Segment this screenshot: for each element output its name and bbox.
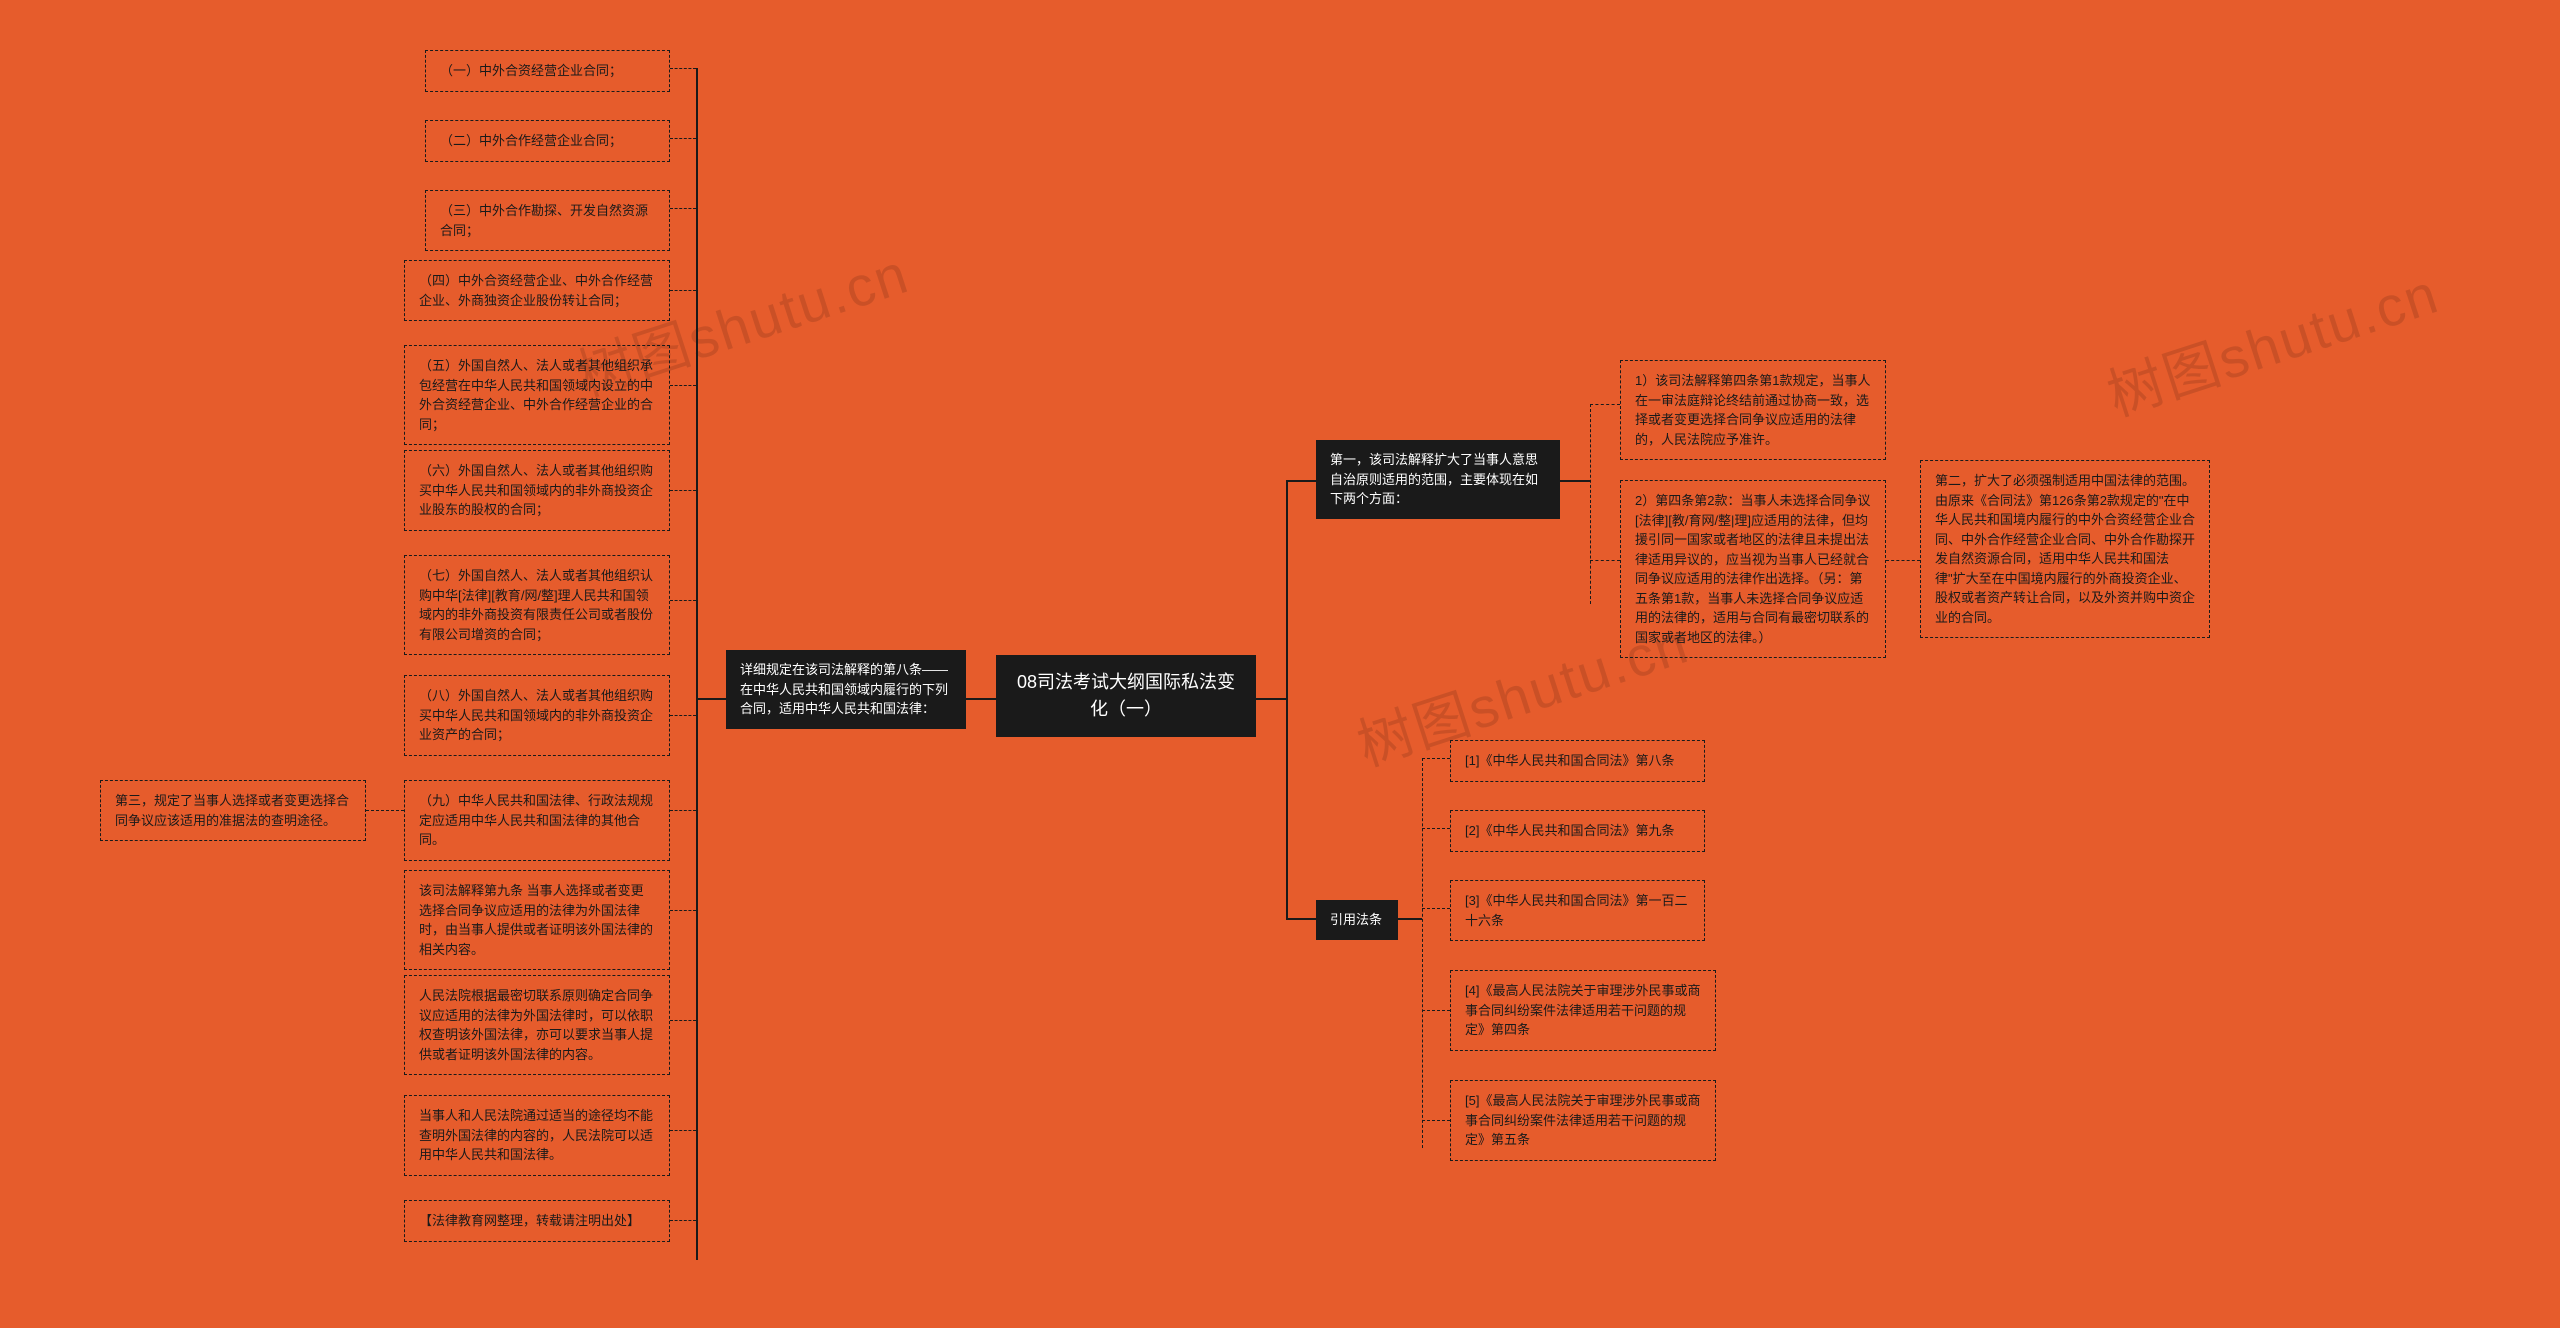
connector xyxy=(1286,480,1288,920)
connector xyxy=(1590,404,1591,604)
left-item: （七）外国自然人、法人或者其他组织认购中华[法律][教育/网/整]理人民共和国领… xyxy=(404,555,670,655)
connector xyxy=(670,385,696,386)
connector xyxy=(670,68,696,69)
left-item-sub: 第三，规定了当事人选择或者变更选择合同争议应该适用的准据法的查明途径。 xyxy=(100,780,366,841)
connector xyxy=(670,208,696,209)
connector xyxy=(670,290,696,291)
left-item: （八）外国自然人、法人或者其他组织购买中华人民共和国领域内的非外商投资企业资产的… xyxy=(404,675,670,756)
connector xyxy=(670,910,696,911)
connector xyxy=(1422,758,1423,1148)
r2-item: [5]《最高人民法院关于审理涉外民事或商事合同纠纷案件法律适用若干问题的规定》第… xyxy=(1450,1080,1716,1161)
r2-item: [4]《最高人民法院关于审理涉外民事或商事合同纠纷案件法律适用若干问题的规定》第… xyxy=(1450,970,1716,1051)
connector xyxy=(1560,480,1590,482)
left-item: 【法律教育网整理，转载请注明出处】 xyxy=(404,1200,670,1242)
watermark: 树图shutu.cn xyxy=(2096,249,2448,432)
connector xyxy=(670,1130,696,1131)
right-branch1-node: 第一，该司法解释扩大了当事人意思自治原则适用的范围，主要体现在如下两个方面： xyxy=(1316,440,1560,519)
left-item: （三）中外合作勘探、开发自然资源合同； xyxy=(425,190,670,251)
r2-item: [1]《中华人民共和国合同法》第八条 xyxy=(1450,740,1705,782)
left-item: （五）外国自然人、法人或者其他组织承包经营在中华人民共和国领域内设立的中外合资经… xyxy=(404,345,670,445)
r2-item: [2]《中华人民共和国合同法》第九条 xyxy=(1450,810,1705,852)
left-item: （四）中外合资经营企业、中外合作经营企业、外商独资企业股份转让合同； xyxy=(404,260,670,321)
connector xyxy=(670,138,696,139)
left-item: （二）中外合作经营企业合同； xyxy=(425,120,670,162)
connector xyxy=(696,698,726,700)
r1-item: 1）该司法解释第四条第1款规定，当事人在一审法庭辩论终结前通过协商一致，选择或者… xyxy=(1620,360,1886,460)
r1-item: 2）第四条第2款：当事人未选择合同争议[法律][教/育网/整|理]应适用的法律，… xyxy=(1620,480,1886,658)
connector xyxy=(1422,758,1450,759)
connector xyxy=(1590,560,1620,561)
connector xyxy=(670,1020,696,1021)
connector xyxy=(696,68,698,1260)
connector xyxy=(670,810,696,811)
r1-sub-item: 第二，扩大了必须强制适用中国法律的范围。由原来《合同法》第126条第2款规定的"… xyxy=(1920,460,2210,638)
connector xyxy=(670,600,696,601)
center-node: 08司法考试大纲国际私法变化（一） xyxy=(996,655,1256,737)
left-item: 当事人和人民法院通过适当的途径均不能查明外国法律的内容的，人民法院可以适用中华人… xyxy=(404,1095,670,1176)
connector xyxy=(1286,480,1316,482)
connector xyxy=(670,1220,696,1221)
connector xyxy=(1422,908,1450,909)
connector xyxy=(366,810,404,811)
connector xyxy=(670,490,696,491)
left-item: 该司法解释第九条 当事人选择或者变更选择合同争议应适用的法律为外国法律时，由当事… xyxy=(404,870,670,970)
connector xyxy=(670,715,696,716)
right-branch2-node: 引用法条 xyxy=(1316,900,1398,940)
connector xyxy=(1286,918,1316,920)
connector xyxy=(1398,918,1422,920)
left-item: （一）中外合资经营企业合同； xyxy=(425,50,670,92)
left-item: （六）外国自然人、法人或者其他组织购买中华人民共和国领域内的非外商投资企业股东的… xyxy=(404,450,670,531)
left-item: （九）中华人民共和国法律、行政法规规定应适用中华人民共和国法律的其他合同。 xyxy=(404,780,670,861)
r2-item: [3]《中华人民共和国合同法》第一百二十六条 xyxy=(1450,880,1705,941)
connector xyxy=(1422,828,1450,829)
connector xyxy=(966,698,996,700)
connector xyxy=(1886,560,1920,561)
left-branch-node: 详细规定在该司法解释的第八条——在中华人民共和国领域内履行的下列合同，适用中华人… xyxy=(726,650,966,729)
connector xyxy=(1422,1120,1450,1121)
left-item: 人民法院根据最密切联系原则确定合同争议应适用的法律为外国法律时，可以依职权查明该… xyxy=(404,975,670,1075)
connector xyxy=(1256,698,1286,700)
connector xyxy=(1422,1010,1450,1011)
connector xyxy=(1590,404,1620,405)
